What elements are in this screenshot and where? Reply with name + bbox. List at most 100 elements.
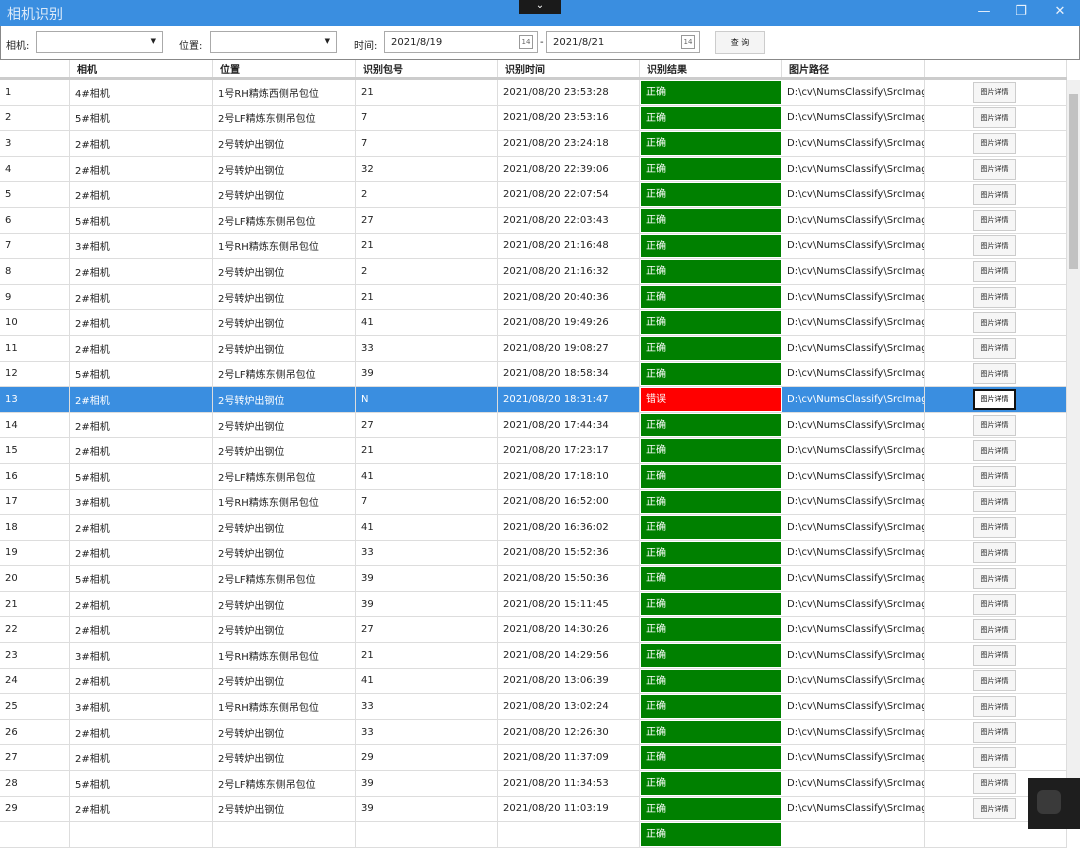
table-row[interactable]: 1 4#相机 1号RH精炼西侧吊包位 21 2021/08/20 23:53:28 正确 D… — [0, 80, 1067, 106]
table-row[interactable]: 19 2#相机 2号转炉出钢位 33 2021/08/20 15:52:36 正确 D:\c… — [0, 540, 1067, 567]
image-detail-button[interactable]: 图片详情 — [973, 696, 1016, 718]
image-detail-button[interactable]: 图片详情 — [973, 363, 1016, 385]
table-row[interactable]: 29 2#相机 2号转炉出钢位 39 2021/08/20 11:03:19 正确 D:\c… — [0, 796, 1067, 823]
minimize-button[interactable]: — — [977, 4, 991, 19]
table-row[interactable]: 21 2#相机 2号转炉出钢位 39 2021/08/20 15:11:45 正确 D:\c… — [0, 591, 1067, 618]
image-detail-button[interactable]: 图片详情 — [973, 440, 1016, 462]
position-select[interactable]: ▼ — [210, 31, 337, 53]
date-to-picker[interactable]: 2021/8/21 14 — [546, 31, 700, 53]
image-detail-button[interactable]: 图片详情 — [973, 619, 1016, 641]
date-from-picker[interactable]: 2021/8/19 14 — [384, 31, 538, 53]
image-detail-button[interactable]: 图片详情 — [973, 772, 1016, 794]
actions-cell: 图片详情 — [925, 719, 1067, 745]
result-cell: 正确 — [640, 591, 782, 617]
query-button[interactable]: 查 询 — [715, 31, 765, 54]
header-image-path[interactable]: 图片路径 — [782, 60, 925, 77]
header-ladle-number[interactable]: 识别包号 — [356, 60, 498, 77]
table-row[interactable]: 13 2#相机 2号转炉出钢位 N 2021/08/20 18:31:47 错误 D:\cv… — [0, 387, 1067, 413]
image-detail-button[interactable]: 图片详情 — [973, 158, 1016, 180]
row-index: 27 — [0, 745, 70, 771]
image-detail-button[interactable]: 图片详情 — [973, 465, 1016, 487]
image-detail-button[interactable]: 图片详情 — [973, 644, 1016, 666]
table-row[interactable]: 6 5#相机 2号LF精炼东侧吊包位 27 2021/08/20 22:03:43 正确 D… — [0, 207, 1067, 234]
table-row[interactable]: 20 5#相机 2号LF精炼东侧吊包位 39 2021/08/20 15:50:36 正确… — [0, 566, 1067, 592]
calendar-icon[interactable]: 14 — [681, 35, 695, 49]
image-detail-button[interactable]: 图片详情 — [973, 568, 1016, 590]
close-button[interactable]: ✕ — [1054, 4, 1066, 19]
header-time[interactable]: 识别时间 — [498, 60, 640, 77]
row-index: 22 — [0, 617, 70, 643]
actions-cell: 图片详情 — [925, 643, 1067, 668]
image-detail-button[interactable]: 图片详情 — [973, 542, 1016, 564]
table-row[interactable]: 26 2#相机 2号转炉出钢位 33 2021/08/20 12:26:30 正确 D:\c… — [0, 719, 1067, 746]
image-detail-button[interactable]: 图片详情 — [973, 235, 1016, 257]
app-overlay-icon[interactable] — [1028, 778, 1080, 829]
image-detail-button[interactable]: 图片详情 — [973, 516, 1016, 538]
table-row[interactable]: 12 5#相机 2号LF精炼东侧吊包位 39 2021/08/20 18:58:34 正确… — [0, 361, 1067, 388]
time-cell: 2021/08/20 20:40:36 — [498, 284, 640, 310]
table-row[interactable]: 9 2#相机 2号转炉出钢位 21 2021/08/20 20:40:36 正确 D:\cv… — [0, 284, 1067, 311]
image-detail-button[interactable]: 图片详情 — [973, 132, 1016, 154]
image-detail-button[interactable]: 图片详情 — [973, 260, 1016, 282]
position-cell: 2号转炉出钢位 — [213, 259, 356, 284]
image-detail-button[interactable]: 图片详情 — [973, 414, 1016, 436]
time-cell: 2021/08/20 16:36:02 — [498, 515, 640, 540]
table-row[interactable]: 18 2#相机 2号转炉出钢位 41 2021/08/20 16:36:02 正确 D:\c… — [0, 515, 1067, 541]
table-row[interactable]: 14 2#相机 2号转炉出钢位 27 2021/08/20 17:44:34 正确 D:\c… — [0, 412, 1067, 439]
table-row[interactable]: 28 5#相机 2号LF精炼东侧吊包位 39 2021/08/20 11:34:53 正确… — [0, 771, 1067, 797]
table-row[interactable]: 17 3#相机 1号RH精炼东侧吊包位 7 2021/08/20 16:52:00 正确 D… — [0, 489, 1067, 516]
chevron-down-icon[interactable]: ⌄ — [519, 0, 561, 14]
ladle-number-cell: 7 — [356, 105, 498, 131]
image-detail-button[interactable]: 图片详情 — [973, 81, 1016, 103]
table-row[interactable]: 16 5#相机 2号LF精炼东侧吊包位 41 2021/08/20 17:18:10 正确… — [0, 463, 1067, 490]
table-row[interactable]: 正确 — [0, 822, 1067, 848]
time-label: 时间: — [354, 41, 378, 52]
table-row[interactable]: 22 2#相机 2号转炉出钢位 27 2021/08/20 14:30:26 正确 D:\c… — [0, 617, 1067, 644]
restore-button[interactable]: ❐ — [1015, 4, 1027, 19]
image-detail-button[interactable]: 图片详情 — [973, 721, 1016, 743]
image-detail-button[interactable]: 图片详情 — [973, 286, 1016, 308]
header-position[interactable]: 位置 — [213, 60, 356, 77]
image-detail-button[interactable]: 图片详情 — [973, 798, 1016, 820]
image-detail-button[interactable]: 图片详情 — [973, 388, 1016, 410]
vertical-scrollbar[interactable] — [1067, 80, 1080, 829]
table-row[interactable]: 27 2#相机 2号转炉出钢位 29 2021/08/20 11:37:09 正确 D:\c… — [0, 745, 1067, 772]
image-detail-button[interactable]: 图片详情 — [973, 337, 1016, 359]
image-detail-button[interactable]: 图片详情 — [973, 593, 1016, 615]
image-detail-button[interactable]: 图片详情 — [973, 312, 1016, 334]
header-index[interactable] — [0, 60, 70, 77]
table-row[interactable]: 10 2#相机 2号转炉出钢位 41 2021/08/20 19:49:26 正确 D:\c… — [0, 310, 1067, 336]
actions-cell: 图片详情 — [925, 540, 1067, 566]
image-path-cell: D:\cv\NumsClassify\SrcImag — [782, 745, 925, 771]
header-actions[interactable] — [925, 60, 1067, 77]
table-row[interactable]: 2 5#相机 2号LF精炼东侧吊包位 7 2021/08/20 23:53:16 正确 D:… — [0, 105, 1067, 132]
image-detail-button[interactable]: 图片详情 — [973, 209, 1016, 231]
table-row[interactable]: 4 2#相机 2号转炉出钢位 32 2021/08/20 22:39:06 正确 D:\cv… — [0, 156, 1067, 183]
table-row[interactable]: 5 2#相机 2号转炉出钢位 2 2021/08/20 22:07:54 正确 D:\cv\… — [0, 182, 1067, 208]
image-detail-button[interactable]: 图片详情 — [973, 747, 1016, 769]
ladle-number-cell: 41 — [356, 515, 498, 540]
table-row[interactable]: 24 2#相机 2号转炉出钢位 41 2021/08/20 13:06:39 正确 D:\c… — [0, 668, 1067, 695]
table-row[interactable]: 8 2#相机 2号转炉出钢位 2 2021/08/20 21:16:32 正确 D:\cv\… — [0, 259, 1067, 285]
result-cell: 正确 — [640, 694, 782, 719]
scrollbar-thumb[interactable] — [1069, 94, 1078, 269]
image-path-cell: D:\cv\NumsClassify\SrcImag — [782, 694, 925, 719]
calendar-icon[interactable]: 14 — [519, 35, 533, 49]
table-row[interactable]: 11 2#相机 2号转炉出钢位 33 2021/08/20 19:08:27 正确 D:\c… — [0, 335, 1067, 362]
camera-select[interactable]: ▼ — [36, 31, 163, 53]
table-row[interactable]: 3 2#相机 2号转炉出钢位 7 2021/08/20 23:24:18 正确 D:\cv\… — [0, 131, 1067, 157]
result-cell: 正确 — [640, 284, 782, 310]
dropdown-arrow-icon: ▼ — [150, 37, 156, 45]
table-row[interactable]: 15 2#相机 2号转炉出钢位 21 2021/08/20 17:23:17 正确 D:\c… — [0, 438, 1067, 464]
header-result[interactable]: 识别结果 — [640, 60, 782, 77]
table-row[interactable]: 7 3#相机 1号RH精炼东侧吊包位 21 2021/08/20 21:16:48 正确 D… — [0, 233, 1067, 260]
table-row[interactable]: 25 3#相机 1号RH精炼东侧吊包位 33 2021/08/20 13:02:24 正确… — [0, 694, 1067, 720]
image-detail-button[interactable]: 图片详情 — [973, 670, 1016, 692]
table-row[interactable]: 23 3#相机 1号RH精炼东侧吊包位 21 2021/08/20 14:29:56 正确… — [0, 643, 1067, 669]
image-detail-button[interactable]: 图片详情 — [973, 491, 1016, 513]
position-cell: 2号转炉出钢位 — [213, 617, 356, 643]
actions-cell: 图片详情 — [925, 284, 1067, 310]
header-camera[interactable]: 相机 — [70, 60, 213, 77]
image-detail-button[interactable]: 图片详情 — [973, 184, 1016, 206]
image-detail-button[interactable]: 图片详情 — [973, 107, 1016, 129]
